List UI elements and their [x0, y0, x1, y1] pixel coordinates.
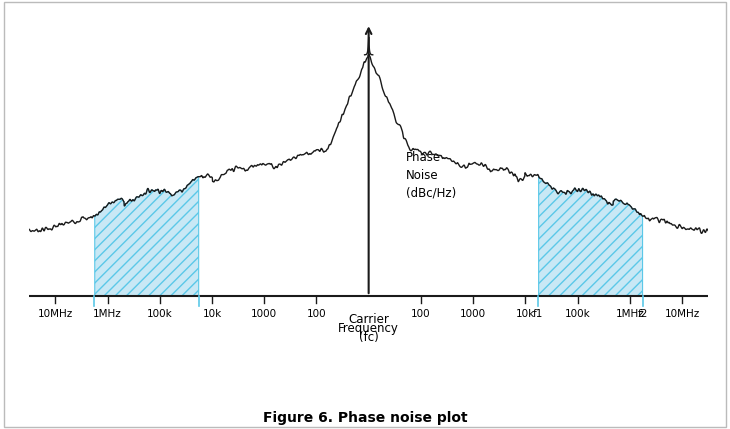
Text: Figure 6. Phase noise plot: Figure 6. Phase noise plot	[263, 411, 467, 425]
Text: 10k: 10k	[515, 309, 535, 319]
Text: Phase
Noise
(dBc/Hz): Phase Noise (dBc/Hz)	[406, 151, 456, 200]
Text: 1000: 1000	[251, 309, 277, 319]
Text: 100k: 100k	[565, 309, 591, 319]
Text: 100: 100	[411, 309, 431, 319]
Text: 100: 100	[307, 309, 326, 319]
Text: f1: f1	[533, 309, 544, 319]
Text: 10k: 10k	[202, 309, 222, 319]
Polygon shape	[539, 176, 642, 296]
Text: Frequency: Frequency	[338, 322, 399, 335]
Text: (fc): (fc)	[358, 332, 379, 344]
Text: 100k: 100k	[147, 309, 172, 319]
Text: f2: f2	[637, 309, 648, 319]
Text: 1MHz: 1MHz	[93, 309, 122, 319]
Text: 10MHz: 10MHz	[664, 309, 699, 319]
Text: Carrier: Carrier	[348, 313, 389, 326]
Text: 1000: 1000	[460, 309, 486, 319]
Polygon shape	[95, 177, 199, 296]
Text: 10MHz: 10MHz	[38, 309, 73, 319]
Text: 1MHz: 1MHz	[615, 309, 644, 319]
